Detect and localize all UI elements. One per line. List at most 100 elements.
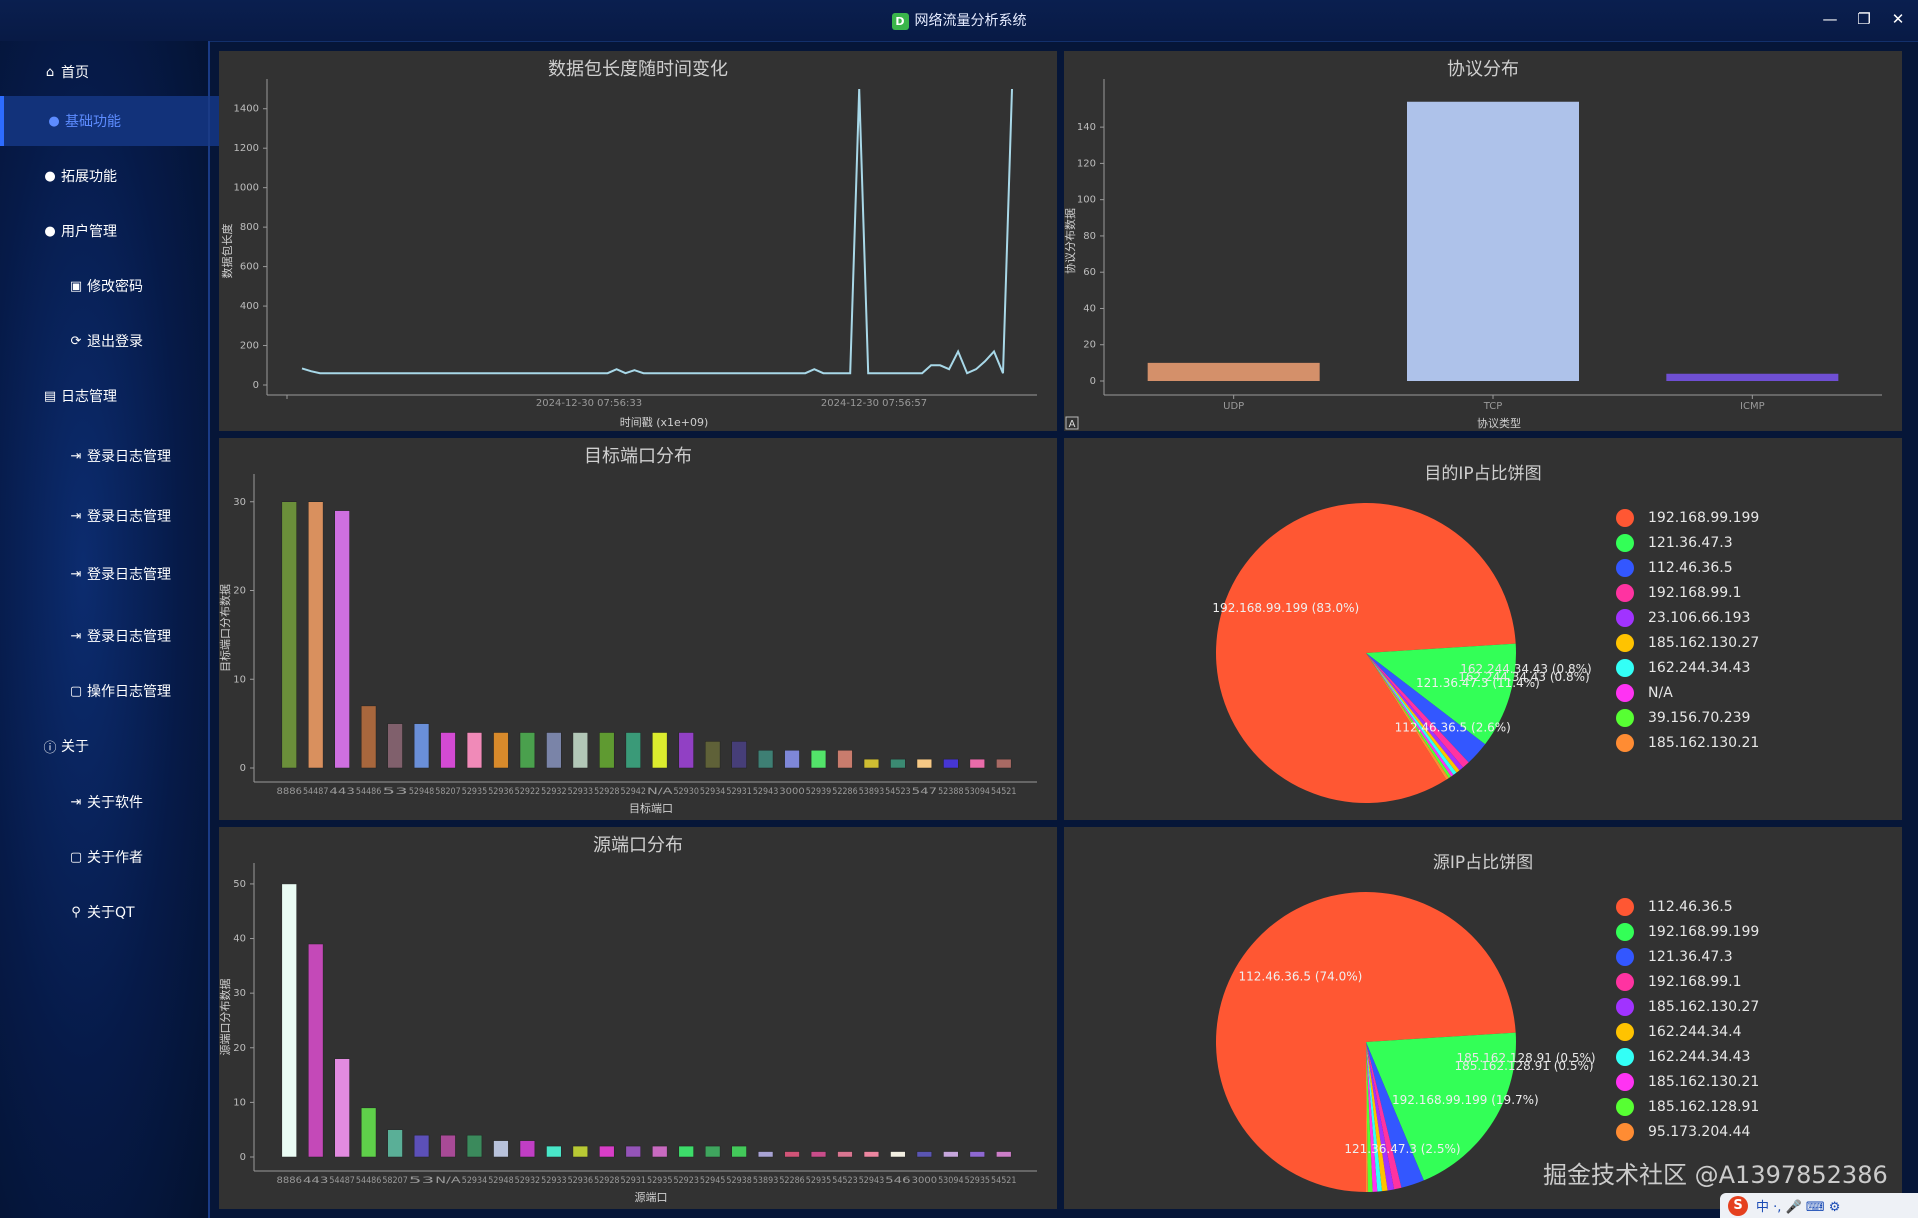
tick-label: 80 — [1083, 231, 1096, 242]
x-tick-label: ICMP — [1740, 401, 1765, 412]
legend-label: 185.162.130.21 — [1648, 1073, 1760, 1090]
sidebar-item-8[interactable]: ⇥ 登录日志管理 — [0, 491, 273, 541]
x-tick-label: 52935 — [806, 1176, 831, 1186]
sidebar-item-14[interactable]: ▢ 关于作者 — [0, 832, 273, 882]
bar — [731, 1145, 747, 1158]
legend-item: 192.168.99.199 — [1616, 919, 1759, 944]
bar — [678, 1145, 694, 1158]
x-tick-label: 52934 — [700, 787, 726, 797]
maximize-button[interactable]: ❐ — [1857, 10, 1871, 28]
legend-label: 185.162.130.27 — [1648, 634, 1760, 651]
x-tick-label: 52928 — [594, 787, 620, 797]
bar — [757, 750, 774, 769]
sidebar-item-label: 关于 — [61, 739, 89, 755]
sidebar-item-label: 拓展功能 — [61, 169, 117, 185]
sidebar-item-10[interactable]: ⇥ 登录日志管理 — [0, 611, 273, 661]
close-button[interactable]: ✕ — [1891, 10, 1905, 28]
bar — [810, 750, 827, 769]
bar — [413, 723, 430, 769]
title-bar: D 网络流量分析系统 — ❐ ✕ — [0, 0, 1918, 42]
bar — [519, 1140, 536, 1158]
tick-label: 20 — [233, 1043, 246, 1054]
bar — [546, 732, 562, 769]
sidebar-item-label: 首页 — [61, 65, 89, 81]
bar — [281, 501, 297, 769]
legend-item: 162.244.34.43 — [1616, 1044, 1759, 1069]
tick-label: 1400 — [234, 104, 259, 115]
pie-label-percent: (2.5%) — [1417, 1142, 1461, 1156]
bar — [493, 1140, 509, 1158]
legend-item: 185.162.130.21 — [1616, 1069, 1759, 1094]
sidebar-item-2[interactable]: ● 拓展功能 — [0, 151, 247, 201]
sidebar-item-0[interactable]: ⌂ 首页 — [0, 47, 247, 97]
sidebar-item-label: 关于软件 — [87, 795, 143, 811]
legend-item: 192.168.99.1 — [1616, 969, 1759, 994]
tick-label: 40 — [233, 934, 246, 945]
pie-slice — [1366, 1042, 1424, 1188]
file-edit-icon: ▢ — [69, 683, 83, 699]
file-icon: ▤ — [43, 388, 57, 404]
x-tick-label: 53 — [409, 1176, 434, 1186]
x-tick-label: 54486 — [356, 787, 382, 797]
pie-slice-label: 112.46.36.5 (2.6%) — [1395, 720, 1511, 734]
dst-ip-pie-title: 目的IP占比饼图 — [1424, 464, 1542, 484]
tick-label: 60 — [1083, 267, 1096, 278]
sidebar: ⌂首页●基础功能●拓展功能●用户管理⌃▣修改密码⟳退出登录▤日志管理⌃⇥登录日志… — [0, 41, 251, 1218]
legend-swatch — [1616, 1047, 1634, 1066]
bar — [757, 1151, 774, 1158]
pie-label-category: 121.36.47.3 — [1416, 676, 1489, 690]
legend-item: 162.244.34.43 — [1616, 655, 1759, 680]
legend-label: 192.168.99.199 — [1648, 923, 1760, 940]
pie-slice — [1215, 892, 1516, 1192]
sidebar-item-label: 操作日志管理 — [87, 684, 171, 700]
legend-swatch — [1616, 708, 1634, 727]
legend-label: N/A — [1648, 684, 1673, 701]
sidebar-item-7[interactable]: ⇥ 登录日志管理 — [0, 431, 273, 481]
x-tick-label: N/A — [435, 1176, 462, 1186]
pie-slice — [1366, 1042, 1368, 1193]
x-tick-label: 52934 — [462, 1176, 488, 1186]
pie-slice — [1366, 1042, 1382, 1192]
x-tick-label: 52931 — [726, 787, 751, 797]
pie-label-percent: (19.7%) — [1487, 1093, 1538, 1107]
sidebar-item-15[interactable]: ⚲ 关于QT — [0, 887, 273, 937]
x-tick-label: 52948 — [488, 1176, 514, 1186]
x-tick-label: 58207 — [435, 787, 460, 797]
y-axis-label: 目标端口分布数据 — [219, 584, 232, 672]
x-axis-label: 目标端口 — [629, 801, 673, 815]
ime-tray[interactable]: S 中 ·, 🎤 ⌨ ⚙ — [1720, 1193, 1918, 1218]
x-tick-label: 443 — [303, 1176, 328, 1186]
sidebar-item-13[interactable]: ⇥ 关于软件 — [0, 777, 273, 827]
sidebar-item-label: 日志管理 — [61, 389, 117, 405]
pie-overlap-label: 185.162.128.91 (0.5%) — [1456, 1051, 1595, 1065]
bar — [890, 1151, 906, 1158]
minimize-button[interactable]: — — [1822, 10, 1838, 28]
legend-label: 162.244.34.43 — [1648, 659, 1751, 676]
bar — [572, 732, 588, 769]
sidebar-item-9[interactable]: ⇥ 登录日志管理 — [0, 549, 273, 599]
app-icon: D — [891, 12, 909, 30]
corner-label: A — [1069, 419, 1076, 430]
src-ip-pie-title: 源IP占比饼图 — [1432, 853, 1534, 873]
tick-label: 200 — [240, 341, 259, 352]
bar — [731, 741, 747, 769]
legend-swatch — [1616, 533, 1634, 552]
pie-label-category: 192.168.99.199 — [1212, 601, 1307, 615]
login-file-icon: ⇥ — [70, 794, 82, 810]
sidebar-item-label: 关于作者 — [87, 850, 143, 866]
sidebar-item-11[interactable]: ▢ 操作日志管理 — [0, 666, 273, 716]
legend-swatch — [1616, 972, 1634, 991]
user-icon: ● — [48, 113, 60, 129]
sidebar-item-5[interactable]: ⟳ 退出登录 — [0, 316, 273, 366]
legend-item: N/A — [1616, 680, 1759, 705]
x-tick-label: 52942 — [621, 787, 646, 797]
x-tick-label: 443 — [329, 787, 354, 797]
sidebar-item-4[interactable]: ▣ 修改密码 — [0, 261, 273, 311]
sogou-icon[interactable]: S — [1728, 1195, 1748, 1216]
tick-label: 1000 — [234, 183, 259, 194]
legend-swatch — [1616, 1122, 1634, 1141]
tick-label: 100 — [1077, 195, 1096, 206]
x-axis-label: 源端口 — [635, 1190, 668, 1204]
sidebar-item-1[interactable]: ● 基础功能 — [0, 96, 251, 146]
